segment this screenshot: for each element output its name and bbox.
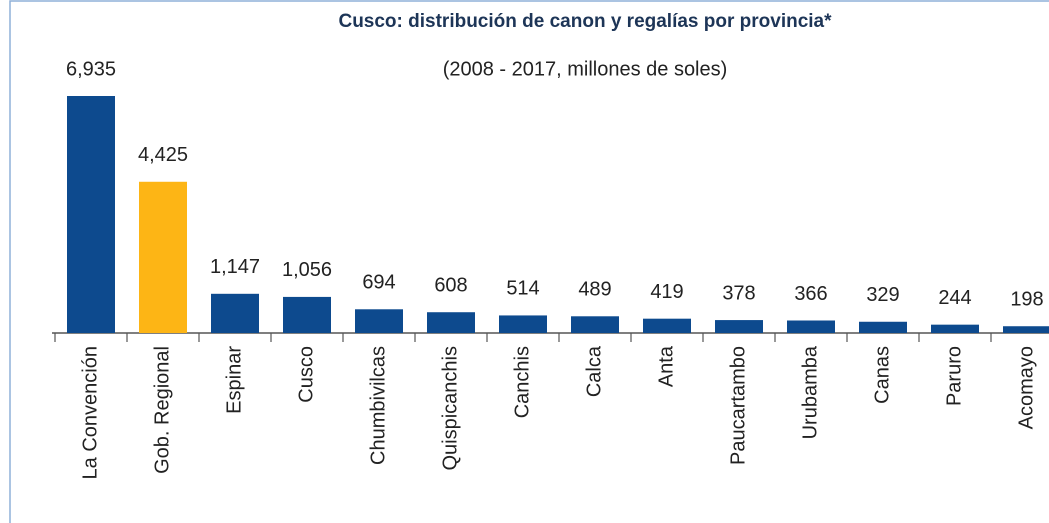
value-label: 1,056 (282, 259, 332, 281)
bar (283, 296, 331, 333)
bar (139, 181, 187, 333)
frame (9, 0, 1049, 523)
bar (355, 309, 403, 333)
bar (67, 96, 115, 333)
bar (931, 324, 979, 333)
chart-title: Cusco: distribución de canon y regalías … (338, 11, 832, 32)
value-label: 366 (794, 283, 827, 305)
bar (571, 316, 619, 333)
x-tick-label: Canchis (511, 346, 533, 418)
value-label: 1,147 (210, 256, 260, 278)
x-tick-label: Quispicanchis (439, 346, 461, 471)
value-label: 489 (578, 279, 611, 301)
x-tick-label: Paucartambo (727, 346, 749, 465)
value-label: 514 (506, 278, 539, 300)
bar (859, 321, 907, 333)
x-tick-label: Chumbivilcas (367, 346, 389, 465)
x-tick-label: La Convención (79, 346, 101, 479)
value-label: 198 (1010, 289, 1043, 311)
x-tick-label: Espinar (223, 346, 245, 414)
bar (427, 312, 475, 333)
value-label: 4,425 (138, 144, 188, 166)
value-label: 378 (722, 282, 755, 304)
x-tick-label: Canas (871, 346, 893, 404)
value-label: 608 (434, 275, 467, 297)
bar (715, 320, 763, 333)
x-tick-label: Paruro (943, 346, 965, 406)
x-tick-label: Cusco (295, 346, 317, 403)
value-label: 244 (938, 287, 971, 309)
bar (1003, 326, 1049, 333)
chart-subtitle: (2008 - 2017, millones de soles) (443, 58, 728, 80)
value-label: 694 (362, 272, 395, 294)
bar (211, 293, 259, 333)
x-tick-label: Calca (583, 345, 605, 397)
bar (499, 315, 547, 333)
x-tick-label: Urubamba (799, 345, 821, 439)
value-label: 329 (866, 284, 899, 306)
bar (787, 320, 835, 333)
x-tick-label: Gob. Regional (151, 346, 173, 474)
value-label: 6,935 (66, 58, 116, 80)
x-tick-label: Anta (655, 345, 677, 387)
x-tick-label: Acomayo (1015, 346, 1037, 429)
value-label: 419 (650, 281, 683, 303)
bar (643, 318, 691, 333)
